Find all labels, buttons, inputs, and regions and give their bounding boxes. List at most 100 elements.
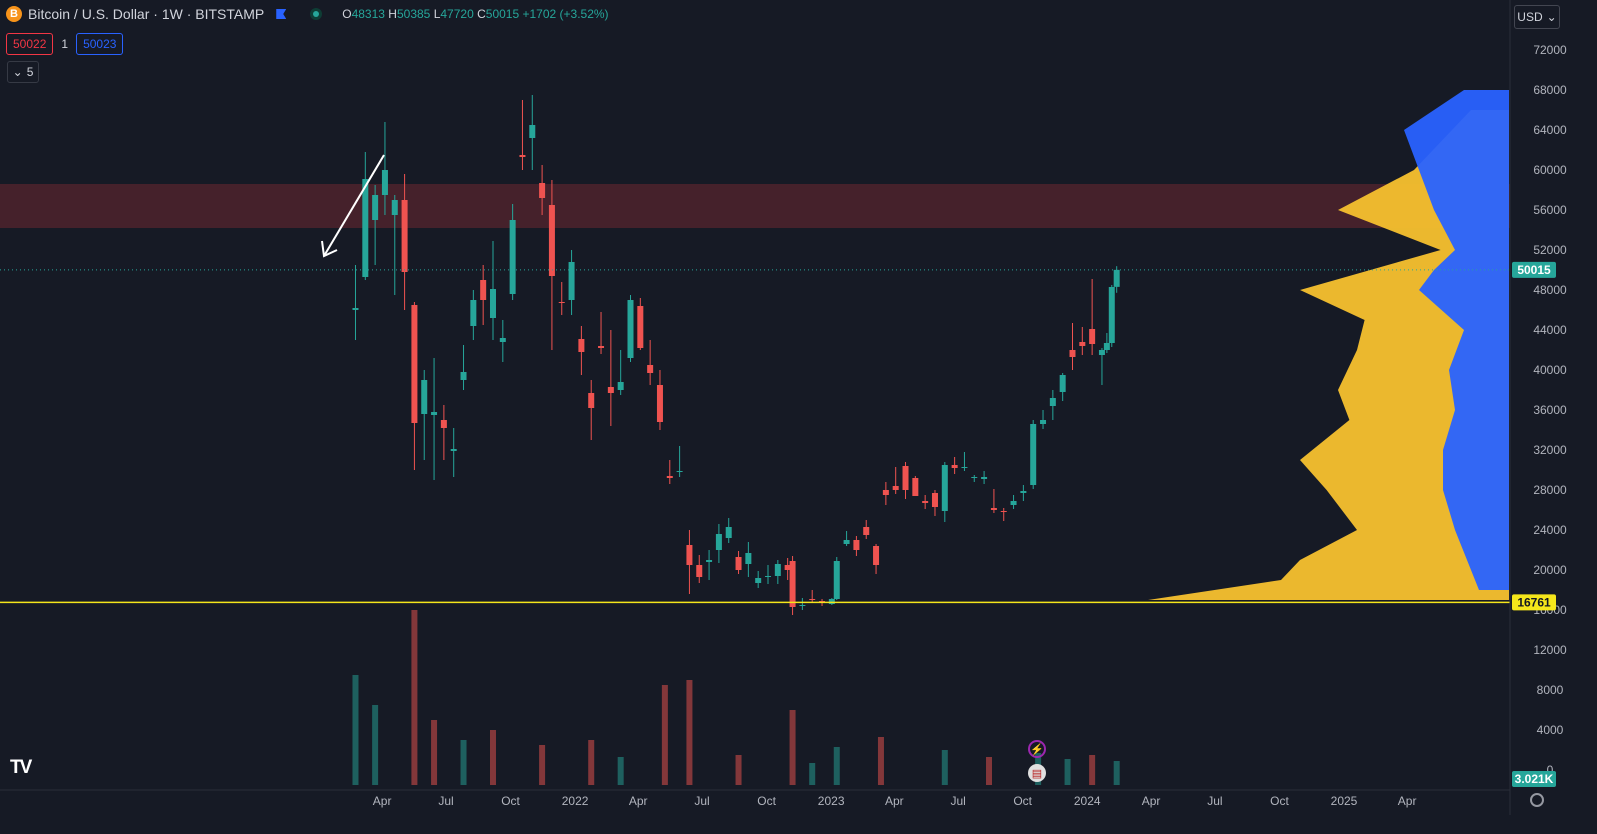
volume-profile-up (1404, 90, 1509, 590)
candle-body (981, 477, 988, 479)
trade-panel: 50022 1 50023 (6, 33, 124, 55)
candle-body (548, 205, 555, 276)
volume-bar (460, 740, 467, 785)
volume-bar (489, 730, 496, 785)
candle-body (882, 490, 889, 495)
time-tick-label: 2024 (1074, 794, 1101, 808)
candle-body (892, 486, 899, 490)
time-tick-label: Jul (438, 794, 453, 808)
arrow-head (321, 240, 338, 258)
candle-body (470, 300, 477, 326)
price-tick-label: 56000 (1533, 203, 1567, 217)
candle-body (1010, 501, 1017, 505)
volume-bar (411, 610, 418, 785)
volume-label: 3.021K (1515, 772, 1554, 786)
volume-bar (1089, 755, 1096, 785)
indicators-toggle[interactable]: ⌄ 5 (7, 61, 39, 83)
candle-body (774, 564, 781, 576)
ohlc-values: O48313 H50385 L47720 C50015 +1702 (+3.52… (342, 7, 609, 21)
chevron-down-icon: ⌄ (1546, 10, 1557, 24)
time-tick-label: Jul (694, 794, 709, 808)
time-axis[interactable]: Apr Jul Oct 2022 Apr Jul Oct 2023 Apr Jul Oct 2024 A… (373, 794, 1417, 808)
market-status-icon (310, 8, 323, 20)
resistance-zone-band (0, 184, 1510, 228)
candle-body (372, 195, 379, 220)
candle-body (578, 339, 585, 352)
candle-body (971, 477, 978, 478)
candle-body (499, 338, 506, 342)
candle-body (519, 155, 526, 157)
candle-body (843, 540, 850, 544)
price-tick-label: 20000 (1533, 563, 1567, 577)
candle-body (1040, 420, 1047, 424)
sell-button[interactable]: 50022 (6, 33, 54, 55)
time-tick-label: Apr (1398, 794, 1417, 808)
support-price-label-bg (1512, 594, 1556, 611)
candle-body (421, 380, 428, 414)
candle-body (990, 508, 997, 510)
arrow-line (323, 154, 385, 257)
candle-body (460, 372, 467, 380)
candle-body (873, 546, 880, 565)
last-price-label: 50015 (1517, 263, 1551, 277)
candle-body (656, 385, 663, 422)
candle-body (922, 501, 929, 503)
volume-bar (661, 685, 668, 785)
price-tick-label: 36000 (1533, 403, 1567, 417)
candle-body (912, 478, 919, 496)
candle-body (1049, 398, 1056, 406)
us-flag-icon[interactable]: ▤ (1028, 764, 1046, 782)
price-tick-label: 8000 (1537, 683, 1564, 697)
buy-button[interactable]: 50023 (76, 33, 124, 55)
volume-bar (539, 745, 546, 785)
candle-body (431, 412, 438, 415)
candle-body (853, 540, 860, 550)
time-tick-label: Oct (501, 794, 520, 808)
candle-body (676, 471, 683, 472)
price-tick-label: 52000 (1533, 243, 1567, 257)
volume-bar (352, 675, 359, 785)
support-price-label: 16761 (1517, 595, 1551, 609)
price-tick-label: 60000 (1533, 163, 1567, 177)
time-tick-label: Apr (373, 794, 392, 808)
volume-bar (1064, 759, 1071, 785)
flag-icon[interactable] (276, 9, 287, 19)
currency-select[interactable]: USD ⌄ (1514, 5, 1560, 29)
candle-body (568, 262, 575, 300)
candle-body (755, 578, 762, 583)
arrow-annotation (321, 154, 385, 258)
volume-label-bg (1512, 771, 1556, 787)
candle-body (450, 449, 457, 451)
resistance-zone (0, 184, 1510, 228)
lightning-icon[interactable]: ⚡ (1028, 740, 1046, 758)
chevron-down-icon: ⌄ (12, 65, 23, 79)
candle-body (1020, 491, 1027, 493)
price-axis[interactable]: 0400080001200016000200002400028000320003… (1533, 43, 1567, 777)
time-tick-label: 2023 (818, 794, 845, 808)
candle-body (902, 466, 909, 490)
symbol-title[interactable]: Bitcoin / U.S. Dollar · 1W · BITSTAMP (28, 6, 265, 22)
volume-bar (941, 750, 948, 785)
candle-body (1069, 350, 1076, 357)
volume-bar (809, 763, 816, 785)
candle-body (715, 534, 722, 550)
time-tick-label: Jul (950, 794, 965, 808)
volume-bar (833, 747, 840, 785)
tradingview-logo[interactable]: TV (10, 757, 32, 778)
low-value: 47720 (440, 7, 474, 21)
time-tick-label: Jul (1207, 794, 1222, 808)
candle-body (529, 125, 536, 138)
candle-body (440, 420, 447, 428)
candlesticks (352, 95, 1120, 615)
gear-icon[interactable] (1530, 793, 1544, 807)
candle-body (951, 465, 958, 468)
volume-profile (1148, 90, 1509, 600)
volume-bar (617, 757, 624, 785)
price-tick-label: 68000 (1533, 83, 1567, 97)
candle-body (627, 300, 634, 358)
candle-body (391, 200, 398, 215)
candle-body (381, 170, 388, 195)
candle-body (509, 220, 516, 294)
